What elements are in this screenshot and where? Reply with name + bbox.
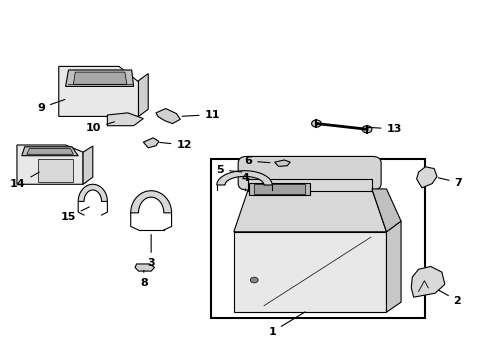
Polygon shape bbox=[386, 221, 400, 312]
Polygon shape bbox=[27, 149, 73, 154]
Polygon shape bbox=[38, 158, 73, 182]
FancyBboxPatch shape bbox=[238, 157, 380, 190]
Polygon shape bbox=[83, 146, 93, 184]
Polygon shape bbox=[138, 73, 148, 116]
Bar bbox=[211, 158, 425, 318]
Text: 2: 2 bbox=[438, 290, 460, 306]
Polygon shape bbox=[135, 264, 154, 271]
Polygon shape bbox=[73, 72, 126, 84]
Circle shape bbox=[250, 277, 258, 283]
Polygon shape bbox=[216, 171, 272, 185]
Polygon shape bbox=[254, 184, 305, 194]
Polygon shape bbox=[410, 266, 444, 297]
Text: 7: 7 bbox=[437, 177, 461, 188]
Polygon shape bbox=[65, 70, 133, 86]
Polygon shape bbox=[143, 138, 159, 148]
Polygon shape bbox=[78, 184, 107, 202]
Text: 1: 1 bbox=[268, 312, 305, 337]
Text: 3: 3 bbox=[147, 235, 155, 268]
Polygon shape bbox=[130, 191, 171, 213]
Polygon shape bbox=[274, 160, 289, 166]
Polygon shape bbox=[22, 147, 78, 156]
Text: 9: 9 bbox=[37, 99, 65, 113]
Circle shape bbox=[311, 120, 321, 127]
Circle shape bbox=[362, 126, 371, 133]
Text: 8: 8 bbox=[140, 270, 147, 288]
Polygon shape bbox=[371, 189, 400, 232]
Text: 14: 14 bbox=[10, 172, 39, 189]
Text: 11: 11 bbox=[182, 110, 220, 120]
Text: 5: 5 bbox=[216, 165, 241, 175]
Text: 15: 15 bbox=[61, 207, 89, 222]
Polygon shape bbox=[59, 66, 138, 116]
Polygon shape bbox=[248, 179, 371, 192]
Polygon shape bbox=[107, 113, 143, 126]
Text: 4: 4 bbox=[241, 173, 249, 191]
Polygon shape bbox=[17, 145, 83, 184]
Polygon shape bbox=[416, 167, 436, 188]
Text: 10: 10 bbox=[85, 122, 114, 133]
Polygon shape bbox=[156, 109, 180, 123]
Text: 12: 12 bbox=[160, 140, 191, 150]
Polygon shape bbox=[233, 189, 386, 232]
Text: 13: 13 bbox=[366, 124, 401, 134]
Text: 6: 6 bbox=[244, 156, 269, 166]
Polygon shape bbox=[249, 183, 309, 195]
Polygon shape bbox=[233, 232, 386, 312]
